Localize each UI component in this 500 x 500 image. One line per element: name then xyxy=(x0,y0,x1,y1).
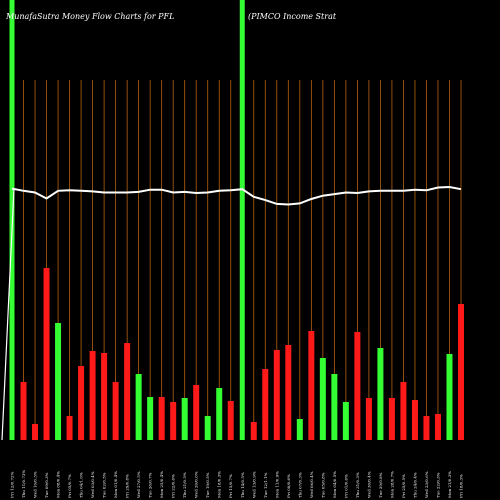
x-tick-label: Mon 01/0.4% xyxy=(113,471,118,498)
money-flow-bar xyxy=(400,382,407,440)
x-tick-label: Mon 21/0.3% xyxy=(447,471,452,498)
money-flow-bar xyxy=(285,345,292,440)
x-tick-label: Fri 22/0.6% xyxy=(171,474,176,498)
x-tick-label: Thu 11/0.73% xyxy=(21,470,26,498)
money-flow-bar xyxy=(204,416,211,440)
chart-title-left: MunafaSutra Money Flow Charts for PFL xyxy=(5,12,174,21)
price-line xyxy=(11,185,462,206)
money-flow-bar xyxy=(170,402,177,440)
x-tick-label: Wed 10/0.3% xyxy=(33,471,38,498)
money-flow-bar xyxy=(78,366,85,440)
money-flow-bar xyxy=(458,304,464,440)
money-flow-bar xyxy=(158,397,165,440)
x-tick-label: Tue 02/0.5% xyxy=(102,472,107,498)
money-flow-bar xyxy=(147,397,154,440)
money-flow-bar xyxy=(135,374,142,440)
money-flow-bar xyxy=(262,369,269,440)
x-tick-label: Fri 15/0.7% xyxy=(228,474,233,498)
money-flow-bar xyxy=(331,374,338,440)
x-tick-label: Mon 28/0.7% xyxy=(389,471,394,498)
x-tick-label: Mon 11/0.9% xyxy=(274,471,279,498)
x-tick-label: Wed 13/0.9% xyxy=(251,471,256,498)
money-flow-bar xyxy=(365,398,372,440)
money-flow-bar xyxy=(55,323,62,440)
x-tick-label: Fri 25/0.5% xyxy=(401,474,406,498)
x-tick-label: Tue 19/0.5% xyxy=(205,472,210,498)
x-tick-label: Mon 18/0.3% xyxy=(217,471,222,498)
money-flow-bars xyxy=(20,268,464,440)
money-flow-bar xyxy=(388,398,395,440)
money-flow-bar xyxy=(101,353,108,440)
money-flow-bar xyxy=(250,422,257,440)
x-tick-label: Tue 22/0.3% xyxy=(435,472,440,498)
x-tick-label: Fri 01/0.6% xyxy=(343,474,348,498)
money-flow-bar xyxy=(342,402,349,440)
x-tick-label: Wed 06/0.4% xyxy=(309,471,314,498)
money-flow-bar xyxy=(193,385,200,440)
x-tick-label: Fri 12/0.72% xyxy=(10,471,15,498)
x-tick-label: Thu 14/0.5% xyxy=(240,472,245,498)
x-tick-label: Tue 05/0.8% xyxy=(320,472,325,498)
x-tick-label: Fri 29/0.8% xyxy=(125,474,130,498)
x-tick-label: Tue 09/0.3% xyxy=(44,472,49,498)
x-tick-label: Fri 05/0.7% xyxy=(67,474,72,498)
x-tick-label: Mon 04/0.5% xyxy=(332,471,337,498)
price-line-group xyxy=(1,185,462,441)
highlight-column xyxy=(239,0,245,440)
x-tick-label: Thu 24/0.4% xyxy=(412,472,417,498)
x-tick-label: Mon 08/0.4% xyxy=(56,471,61,498)
money-flow-bar xyxy=(124,343,131,440)
money-flow-bar xyxy=(434,414,441,440)
x-tick-label: Fri 08/0.6% xyxy=(286,474,291,498)
money-flow-bar xyxy=(89,351,96,440)
money-flow-bar xyxy=(216,388,223,440)
x-tick-label: Wed 30/0.4% xyxy=(366,471,371,498)
money-flow-bar xyxy=(411,400,418,440)
money-flow-bar xyxy=(32,424,39,440)
money-flow-bar xyxy=(181,398,188,440)
x-tick-label: Tue 26/0.7% xyxy=(148,472,153,498)
money-flow-bar xyxy=(423,416,430,440)
money-flow-bar xyxy=(273,350,280,440)
money-flow-bar xyxy=(446,354,453,440)
x-tick-label: Thu 31/0.3% xyxy=(355,472,360,498)
x-tick-label: Wed 20/0.6% xyxy=(194,471,199,498)
x-tick-label: Tue 12/1.1% xyxy=(263,472,268,498)
x-tick-label: Tue 29/0.8% xyxy=(378,472,383,498)
money-flow-bar xyxy=(377,348,384,440)
x-tick-label: Thu 21/0.5% xyxy=(182,472,187,498)
money-flow-bar xyxy=(319,358,326,440)
x-tick-label: Wed 27/0.5% xyxy=(136,471,141,498)
money-flow-bar xyxy=(112,382,119,440)
x-tick-label: Fri 18/0.3% xyxy=(459,474,464,498)
money-flow-bar xyxy=(354,332,361,440)
chart-title-right: (PIMCO Income Strat xyxy=(248,12,337,21)
money-flow-bar xyxy=(227,401,234,440)
money-flow-bar xyxy=(66,416,73,440)
x-tick-label: Thu 04/1.0% xyxy=(79,472,84,498)
x-tick-label: Thu 07/0.3% xyxy=(297,472,302,498)
money-flow-bar xyxy=(20,382,27,440)
x-tick-label: Wed 23/0.6% xyxy=(424,471,429,498)
money-flow-bar xyxy=(296,419,303,440)
money-flow-bar xyxy=(308,331,315,440)
money-flow-bar xyxy=(43,268,50,440)
x-tick-label: Wed 03/0.4% xyxy=(90,471,95,498)
x-tick-label: Mon 25/0.4% xyxy=(159,471,164,498)
price-line-entry xyxy=(1,188,15,441)
x-axis-tick-labels: Fri 12/0.72% Thu 11/0.73% Wed 10/0.3% Tue 0… xyxy=(10,470,464,498)
